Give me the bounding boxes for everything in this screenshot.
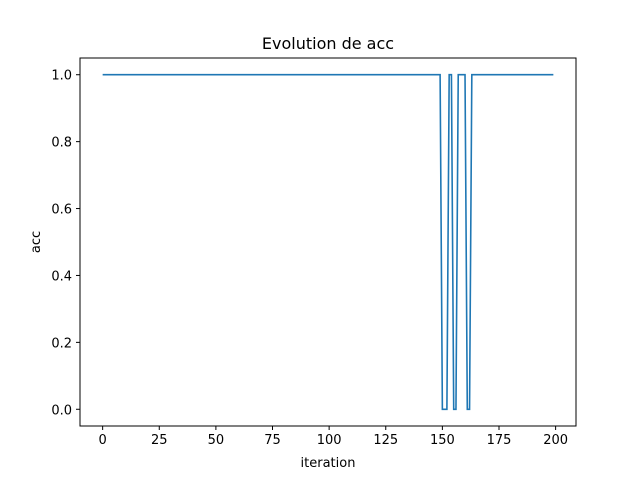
x-tick-label: 50 [208, 433, 225, 448]
x-tick-label: 150 [430, 433, 455, 448]
x-axis-label: iteration [301, 456, 356, 471]
chart-title: Evolution de acc [262, 34, 394, 53]
y-tick-label: 0.4 [51, 269, 72, 284]
axes-frame [79, 57, 577, 427]
x-axis: 0 25 50 75 100 125 150 175 200 [99, 426, 568, 448]
x-tick-label: 175 [487, 433, 512, 448]
y-tick-label: 0.0 [51, 403, 72, 418]
x-tick-label: 100 [317, 433, 342, 448]
x-tick-label: 125 [373, 433, 398, 448]
series-line-0 [102, 73, 554, 411]
x-tick-label: 75 [264, 433, 281, 448]
y-axis-label: acc [29, 231, 44, 253]
y-tick-label: 0.2 [51, 336, 72, 351]
x-tick-label: 200 [543, 433, 568, 448]
y-tick-label: 0.6 [51, 203, 72, 218]
y-axis: 0.0 0.2 0.4 0.6 0.8 1.0 [51, 69, 80, 418]
plot-area [102, 73, 554, 411]
y-tick-label: 1.0 [51, 69, 72, 84]
x-tick-label: 25 [151, 433, 168, 448]
x-tick-label: 0 [99, 433, 107, 448]
y-tick-label: 0.8 [51, 136, 72, 151]
